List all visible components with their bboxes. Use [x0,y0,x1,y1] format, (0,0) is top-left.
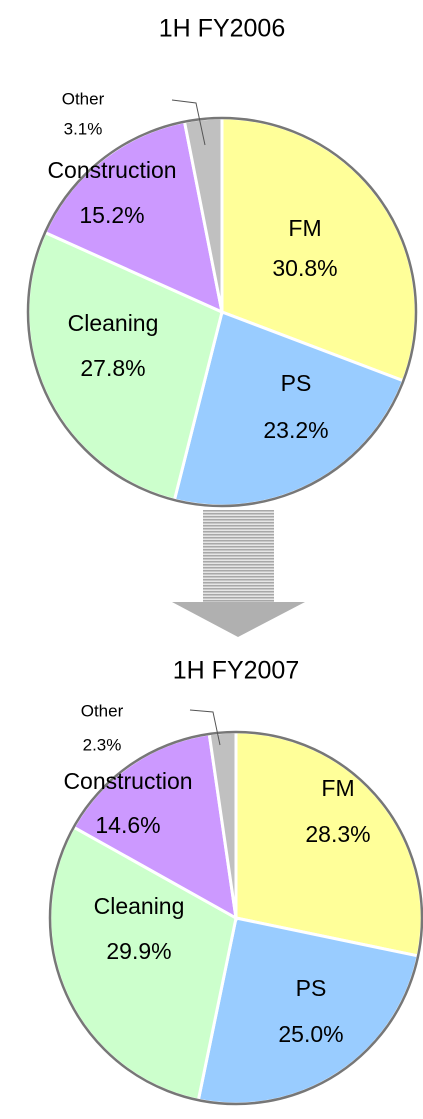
slice-label: Construction [63,768,192,794]
slice-value: 29.9% [106,938,171,964]
leader-line [171,99,206,146]
slice-label: Cleaning [94,893,185,919]
slice-value: 14.6% [95,812,160,838]
slice-value: 25.0% [278,1021,343,1047]
slice-label: Construction [47,157,176,183]
slice-value: 28.3% [305,821,370,847]
chart-title: 1H FY2006 [159,15,285,43]
arrow [172,510,305,637]
slice-value: 3.1% [64,119,103,138]
slice-value: 2.3% [83,735,122,754]
leader-line [189,709,221,746]
slice-label: Other [81,701,124,720]
slice-label: Other [62,89,105,108]
slice-value: 27.8% [80,355,145,381]
slice-label: Cleaning [68,310,159,336]
slice-label: PS [281,370,312,396]
slice-label: FM [321,775,354,801]
slice-label: FM [288,215,321,241]
pie-outline [48,730,423,1106]
slice-value: 23.2% [263,417,328,443]
slice-value: 15.2% [79,202,144,228]
chart-title: 1H FY2007 [173,657,299,685]
slice-value: 30.8% [272,255,337,281]
slice-label: PS [296,975,327,1001]
pie-outline [26,116,418,508]
